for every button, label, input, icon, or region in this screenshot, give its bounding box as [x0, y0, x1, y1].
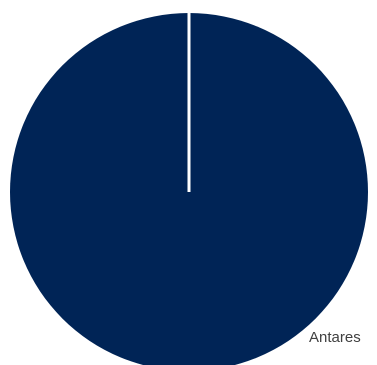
pie-slice-label: Antares: [309, 329, 361, 346]
pie-labels: Antares: [309, 329, 361, 346]
pie-slices: [10, 11, 368, 365]
